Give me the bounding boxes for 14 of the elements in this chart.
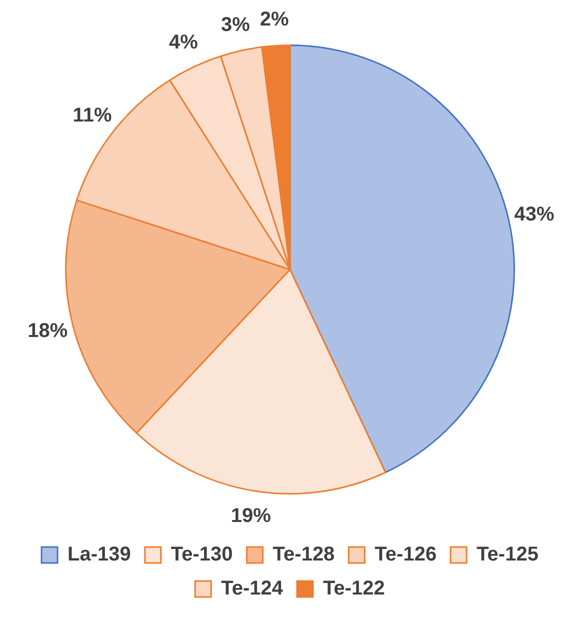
legend-label: Te-126 [374,544,437,566]
data-label: 18% [28,320,68,342]
legend-label: Te-130 [170,544,233,566]
data-label: 2% [260,8,289,30]
data-label: 43% [514,203,554,226]
legend-label: Te-122 [323,578,385,600]
legend-label: Te-125 [476,544,538,566]
data-label: 3% [220,14,250,36]
data-label: 19% [230,505,272,528]
legend-label: La-139 [68,544,131,566]
legend-label: Te-128 [272,544,335,566]
data-label: 4% [169,32,198,54]
data-label: 11% [72,104,112,127]
legend-label: Te-124 [221,578,284,600]
